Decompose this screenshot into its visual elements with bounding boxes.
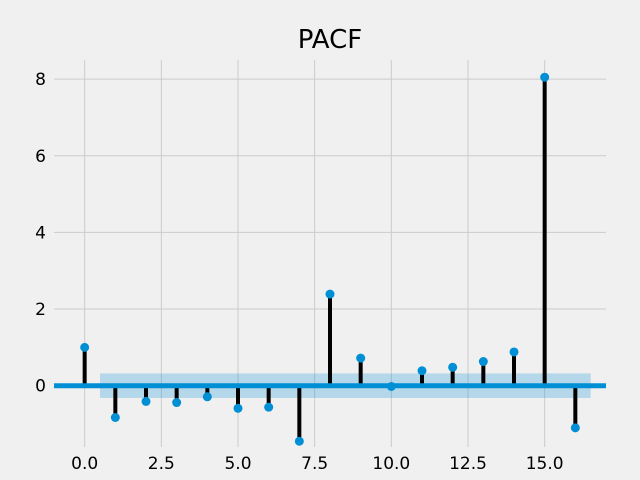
markers: [80, 72, 580, 446]
marker-lag-14: [509, 347, 519, 357]
marker-lag-5: [233, 403, 243, 413]
x-tick-label-3: 7.5: [301, 454, 328, 474]
x-tick-label-1: 2.5: [148, 454, 175, 474]
marker-lag-1: [110, 412, 120, 422]
y-tick-label-4: 8: [35, 70, 46, 90]
marker-lag-3: [172, 398, 182, 408]
chart-title: PACF: [298, 25, 362, 55]
marker-lag-9: [356, 353, 366, 363]
x-tick-label-0: 0.0: [71, 454, 98, 474]
marker-lag-8: [325, 289, 335, 299]
x-tick-labels: 0.0 2.5 5.0 7.5 10.0 12.5 15.0: [71, 454, 563, 474]
marker-lag-6: [264, 402, 274, 412]
x-tick-label-2: 5.0: [224, 454, 251, 474]
marker-lag-12: [448, 362, 458, 372]
y-tick-label-2: 4: [35, 223, 46, 243]
x-tick-label-6: 15.0: [526, 454, 564, 474]
marker-lag-10: [386, 381, 396, 391]
marker-lag-4: [202, 392, 212, 402]
y-tick-labels: 0 2 4 6 8: [35, 70, 46, 397]
marker-lag-7: [294, 436, 304, 446]
marker-lag-2: [141, 396, 151, 406]
marker-lag-13: [478, 357, 488, 367]
y-tick-label-3: 6: [35, 147, 46, 167]
x-tick-label-5: 12.5: [449, 454, 487, 474]
marker-lag-15: [540, 72, 550, 82]
marker-lag-16: [570, 423, 580, 433]
x-tick-label-4: 10.0: [372, 454, 410, 474]
marker-lag-11: [417, 366, 427, 376]
y-tick-label-1: 2: [35, 300, 46, 320]
marker-lag-0: [80, 342, 90, 352]
y-tick-label-0: 0: [35, 377, 46, 397]
